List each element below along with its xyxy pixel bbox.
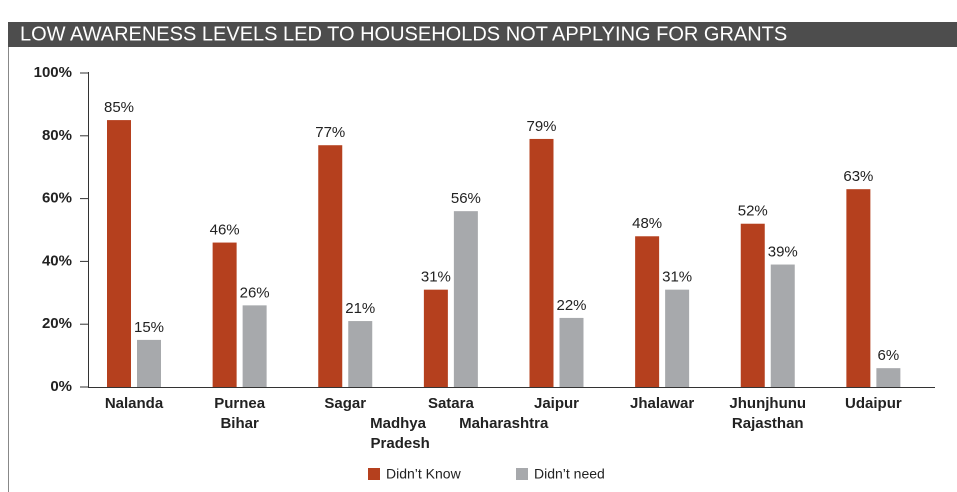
bar (107, 120, 131, 387)
chart-title: LOW AWARENESS LEVELS LED TO HOUSEHOLDS N… (20, 23, 787, 45)
bar (453, 211, 478, 387)
value-label: 21% (345, 300, 375, 317)
y-tick-label: 60% (42, 190, 72, 207)
bar (348, 321, 373, 387)
bar (740, 223, 765, 387)
bar (318, 145, 343, 387)
group-label: Rajasthan (732, 415, 804, 432)
value-label: 85% (104, 99, 134, 116)
y-tick-label: 100% (34, 64, 72, 81)
y-tick-label: 0% (50, 378, 72, 395)
value-label: 39% (768, 244, 798, 261)
legend-swatch (516, 468, 528, 480)
value-label: 26% (240, 284, 270, 301)
x-tick-label: Nalanda (105, 395, 164, 412)
x-tick-label: Purnea (214, 395, 266, 412)
value-label: 31% (421, 269, 451, 286)
bar (137, 339, 161, 387)
legend-label: Didn’t Know (386, 466, 462, 482)
value-label: 6% (878, 347, 900, 364)
value-label: 63% (843, 168, 873, 185)
x-tick-label: Udaipur (845, 395, 902, 412)
x-tick-label: Jaipur (534, 395, 579, 412)
bar (665, 289, 690, 387)
legend-label: Didn’t need (534, 466, 605, 482)
x-tick-label: Satara (428, 395, 475, 412)
x-tick-label: Sagar (324, 395, 366, 412)
value-label: 15% (134, 319, 164, 336)
bar (770, 264, 795, 387)
bar (559, 317, 584, 387)
legend-swatch (368, 468, 380, 480)
group-label: Bihar (220, 415, 259, 432)
bar (635, 236, 660, 387)
x-tick-label: Jhalawar (630, 395, 694, 412)
bar (876, 368, 901, 387)
group-label: Maharashtra (459, 415, 549, 432)
value-label: 56% (451, 190, 481, 207)
group-label: Madhya Pradesh (366, 415, 429, 452)
bar (212, 242, 237, 387)
bar (846, 189, 871, 387)
y-tick-label: 40% (42, 252, 72, 269)
bar (529, 138, 554, 387)
x-tick-label: Jhunjhunu (729, 395, 806, 412)
value-label: 48% (632, 215, 662, 232)
bar (423, 289, 448, 387)
value-label: 52% (738, 203, 768, 220)
value-label: 31% (662, 269, 692, 286)
value-label: 46% (210, 222, 240, 239)
title-banner (8, 22, 957, 47)
bar (242, 305, 267, 387)
value-label: 79% (526, 118, 556, 135)
y-tick-label: 20% (42, 315, 72, 332)
y-tick-label: 80% (42, 127, 72, 144)
value-label: 22% (556, 297, 586, 314)
value-label: 77% (315, 124, 345, 141)
